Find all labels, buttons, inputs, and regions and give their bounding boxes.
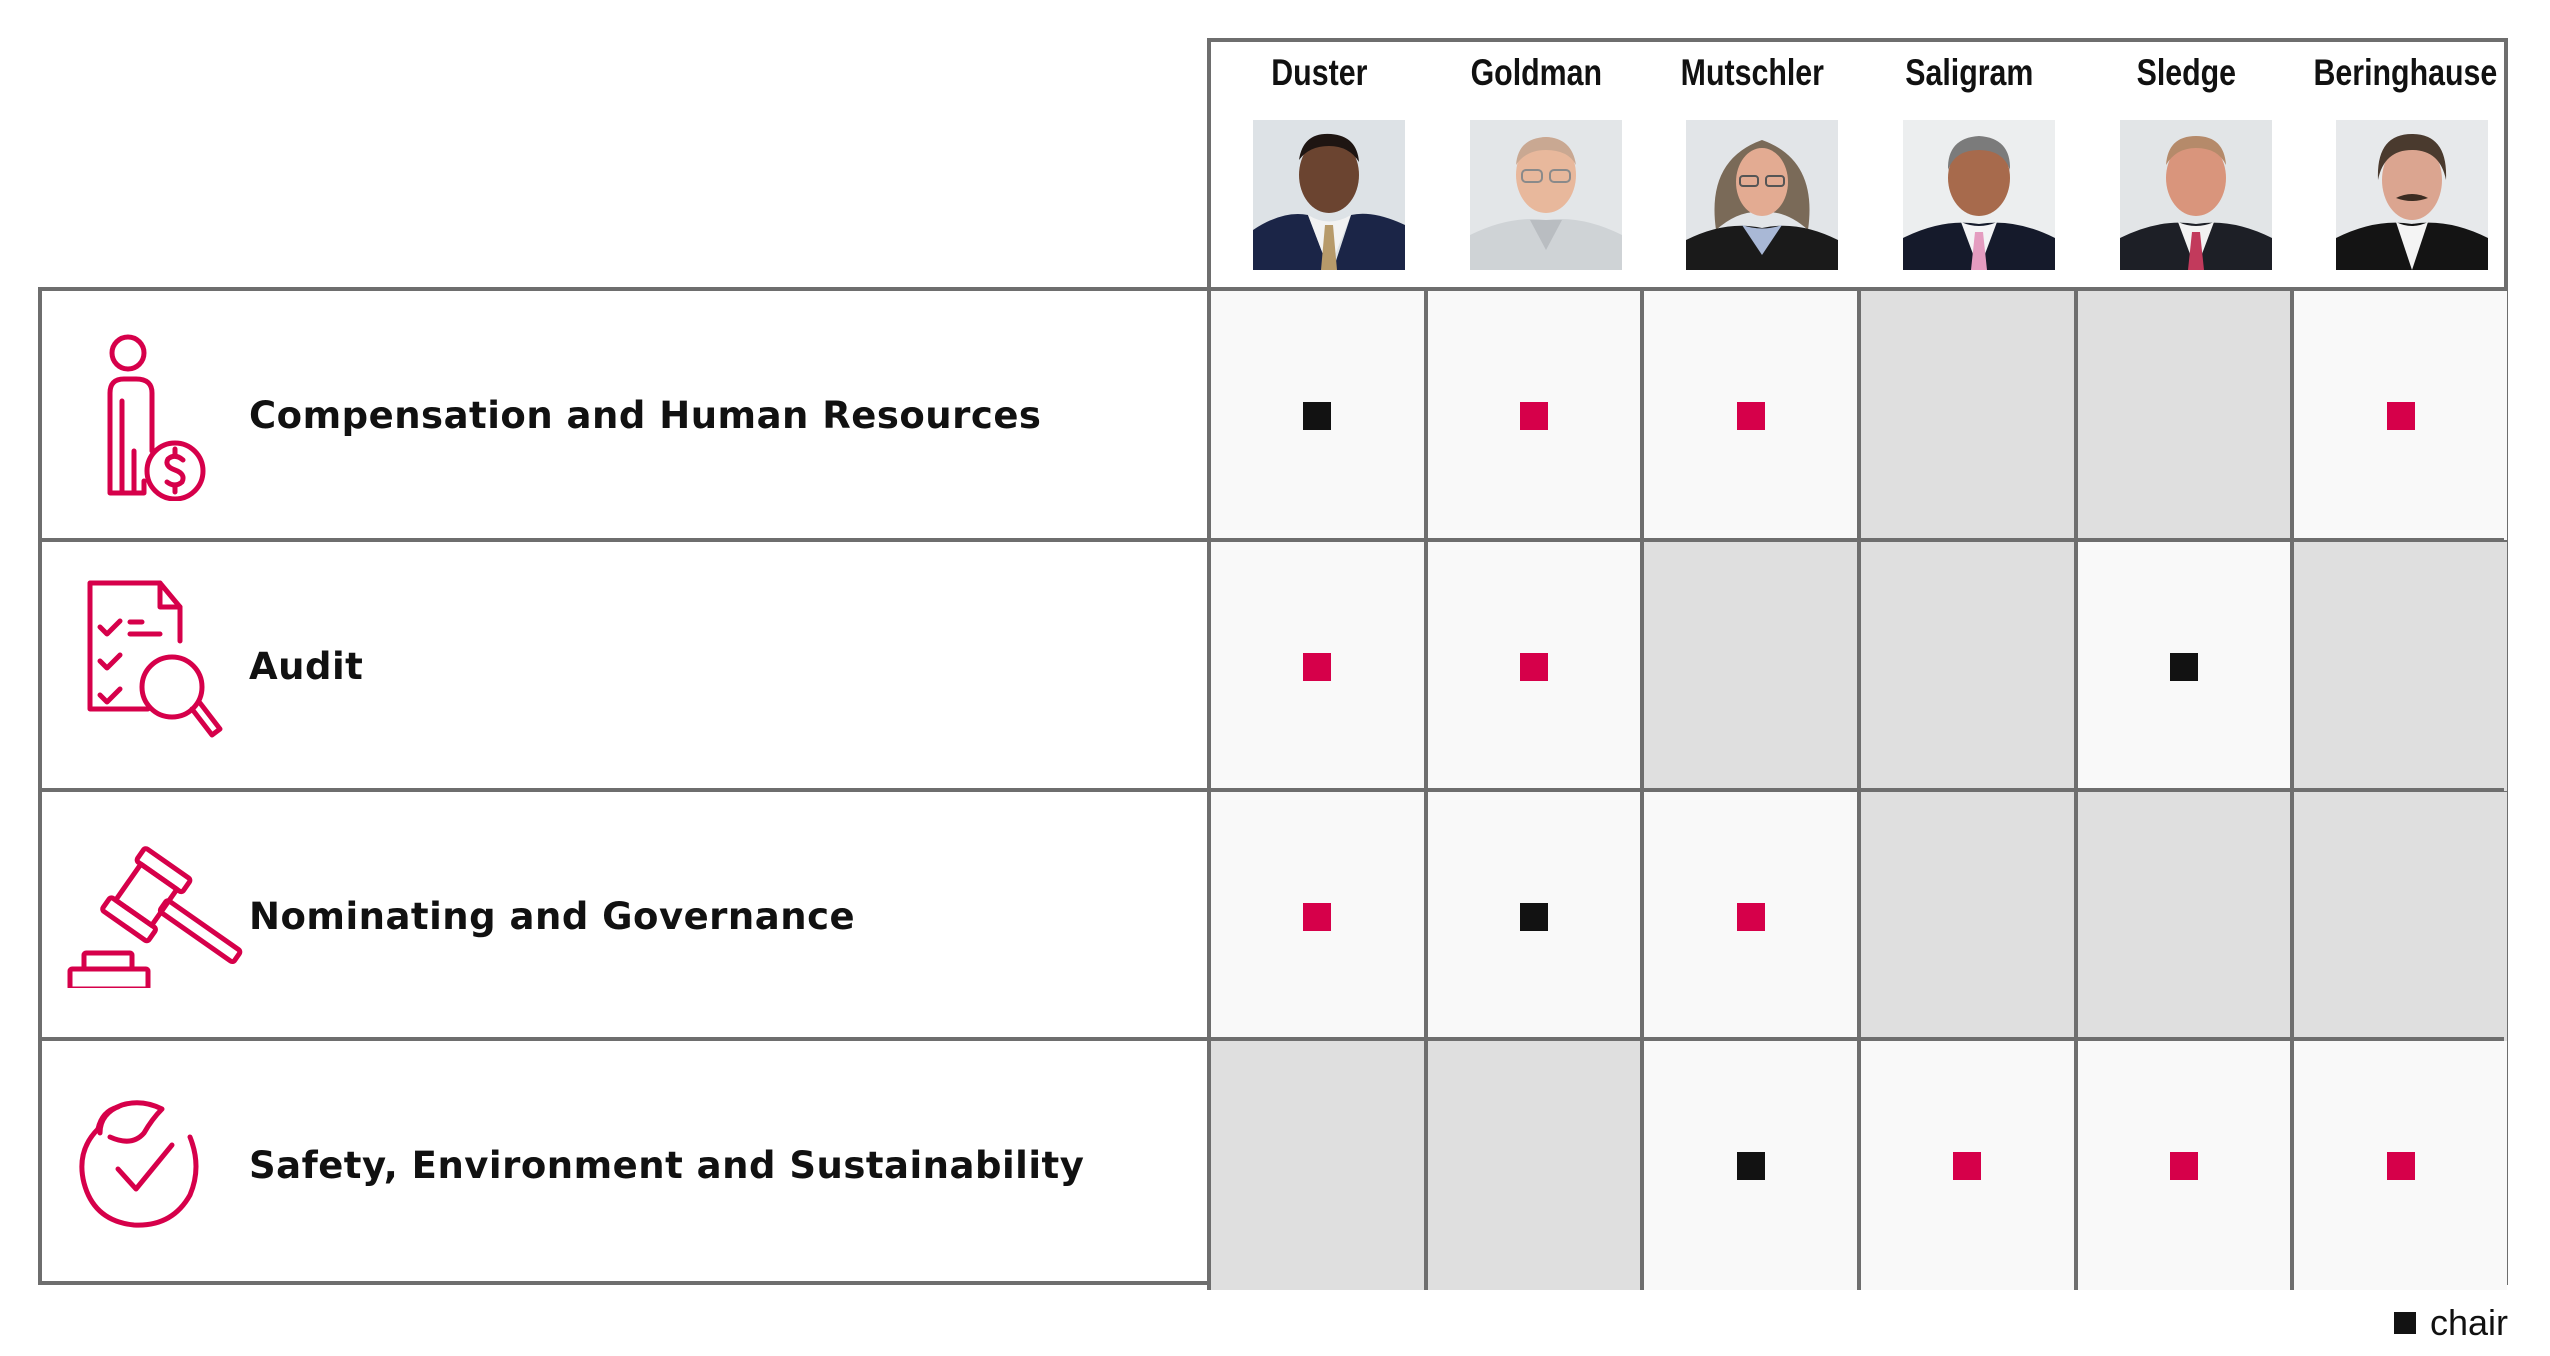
committee-label: Compensation and Human Resources [249, 394, 1042, 438]
member-marker-icon [1303, 652, 1332, 681]
committee-label-cell: Nominating and Governance [42, 792, 1207, 1041]
matrix-cell [1640, 291, 1857, 541]
matrix-cell [2290, 542, 2507, 792]
checklist-magnifier-icon [80, 577, 230, 752]
director-name: Saligram [1905, 52, 2034, 93]
director-column-sledge: Sledge [2078, 42, 2295, 288]
committee-row-audit: Audit [42, 542, 2507, 792]
matrix-cell [1640, 1041, 1857, 1291]
committee-label-cell: Safety, Environment and Sustainability [42, 1041, 1207, 1290]
matrix-cell [1207, 792, 1424, 1042]
matrix-cell [1423, 291, 1641, 541]
matrix-cell [1423, 542, 1641, 792]
director-column-mutschler: Mutschler [1644, 42, 1861, 288]
director-name: Goldman [1470, 52, 1602, 93]
member-marker-icon [1303, 902, 1332, 931]
matrix-cell [2073, 792, 2291, 1042]
leaf-check-circle-icon [72, 1091, 202, 1236]
director-column-saligram: Saligram [1861, 42, 2078, 288]
director-photo-sledge [2119, 120, 2272, 270]
matrix-cell [1207, 542, 1424, 792]
director-photo-goldman [1469, 120, 1622, 270]
person-dollar-icon [100, 331, 210, 506]
committee-row-safety: Safety, Environment and Sustainability [42, 1041, 2507, 1291]
committee-label: Safety, Environment and Sustainability [249, 1144, 1085, 1188]
matrix-cell [2290, 1041, 2507, 1291]
matrix-cell [1207, 291, 1424, 541]
matrix-cell [1857, 792, 2074, 1042]
matrix-cell [2073, 542, 2291, 792]
committee-matrix: Compensation and Human Resources [38, 287, 2508, 1291]
matrix-cell [1857, 291, 2074, 541]
matrix-cell [2073, 1041, 2291, 1291]
director-photo-saligram [1903, 120, 2055, 270]
chair-swatch-icon [2393, 1312, 2416, 1334]
chair-marker-icon [1303, 401, 1332, 430]
matrix-cell [1207, 1041, 1424, 1291]
director-column-goldman: Goldman [1428, 42, 1645, 288]
member-marker-icon [1736, 401, 1765, 430]
matrix-cell [2073, 291, 2291, 541]
matrix-cell [1640, 542, 1857, 792]
director-column-duster: Duster [1211, 42, 1428, 288]
row-divider [42, 1037, 2504, 1041]
committee-label-cell: Compensation and Human Resources [42, 291, 1207, 540]
director-photo-mutschler [1686, 120, 1839, 270]
director-name: Sledge [2136, 52, 2236, 93]
matrix-cell [1857, 542, 2074, 792]
row-divider [42, 538, 2504, 542]
director-photo-beringhause [2336, 120, 2489, 270]
committee-row-compensation: Compensation and Human Resources [42, 291, 2507, 541]
director-name: Beringhause [2313, 52, 2498, 93]
member-marker-icon [2386, 1151, 2415, 1180]
member-marker-icon [1519, 652, 1548, 681]
director-name: Duster [1271, 52, 1368, 93]
matrix-cell [2290, 792, 2507, 1042]
committee-label: Audit [249, 645, 364, 689]
gavel-icon [64, 838, 244, 993]
member-marker-icon [2386, 401, 2415, 430]
committee-row-nominating: Nominating and Governance [42, 792, 2507, 1042]
director-column-beringhause: Beringhause [2294, 42, 2511, 288]
chair-marker-icon [1736, 1151, 1765, 1180]
chair-marker-icon [2169, 652, 2198, 681]
matrix-cell [1423, 792, 1641, 1042]
committee-label-cell: Audit [42, 542, 1207, 791]
matrix-cell [1423, 1041, 1641, 1291]
legend: chair [2393, 1302, 2508, 1344]
row-divider [42, 788, 2504, 792]
director-name: Mutschler [1680, 52, 1825, 93]
matrix-cell [2290, 291, 2507, 541]
member-marker-icon [1736, 902, 1765, 931]
director-header: Duster Goldman [1207, 38, 2508, 288]
matrix-cell [1857, 1041, 2074, 1291]
committee-label: Nominating and Governance [249, 895, 856, 939]
legend-chair-label: chair [2429, 1302, 2508, 1343]
member-marker-icon [2169, 1151, 2198, 1180]
member-marker-icon [1519, 401, 1548, 430]
director-photo-duster [1253, 120, 1405, 270]
matrix-cell [1640, 792, 1857, 1042]
member-marker-icon [1953, 1151, 1982, 1180]
chair-marker-icon [1519, 902, 1548, 931]
